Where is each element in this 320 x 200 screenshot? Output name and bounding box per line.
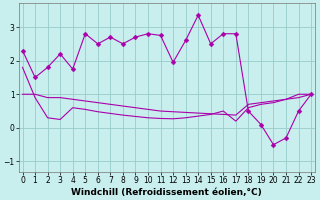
X-axis label: Windchill (Refroidissement éolien,°C): Windchill (Refroidissement éolien,°C): [71, 188, 262, 197]
